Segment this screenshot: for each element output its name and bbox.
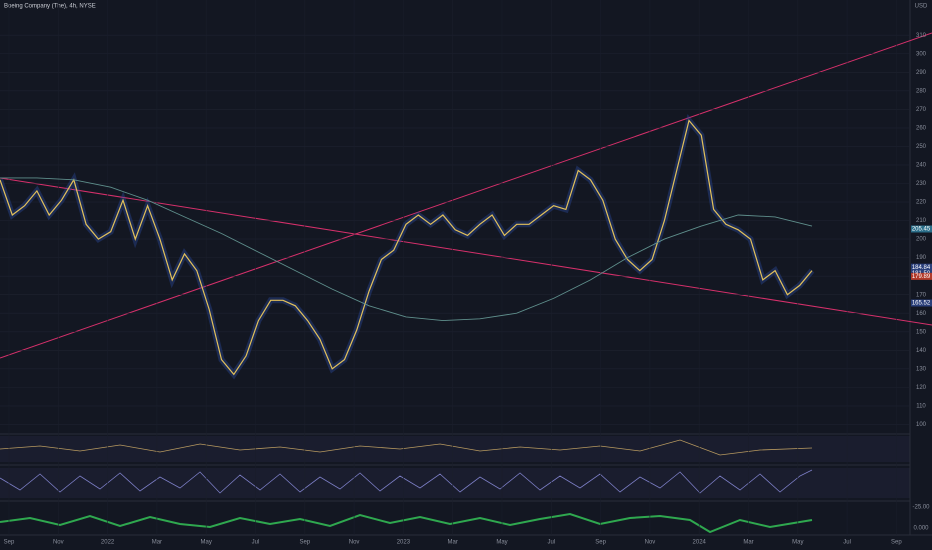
axis-unit: USD (915, 4, 928, 10)
y-tick-label: 140 (916, 348, 927, 354)
y-tick-label: 260 (916, 125, 927, 131)
series-line (0, 177, 813, 322)
trendline (0, 177, 932, 326)
y-tick-label: 160 (916, 311, 927, 317)
x-tick-label: Sep (299, 540, 310, 546)
y-tick-label: 100 (916, 422, 927, 428)
x-tick-label: Jul (547, 540, 555, 546)
series-line (0, 119, 813, 376)
y-tick-label: 110 (916, 403, 926, 409)
x-tick-label: Nov (349, 540, 360, 546)
x-tick-label: Jul (252, 540, 260, 546)
y-tick-label: 290 (916, 70, 927, 76)
x-tick-label: Sep (595, 540, 606, 546)
price-label: 165.52 (912, 301, 931, 307)
rsi-line (0, 439, 813, 456)
price-label: 179.89 (912, 274, 931, 280)
y-tick-label: 210 (916, 218, 927, 224)
trendline (0, 32, 932, 359)
x-tick-label: Sep (891, 540, 902, 546)
macd-histogram (0, 512, 813, 534)
y-tick-label: 250 (916, 144, 927, 150)
y-tick-label: 190 (916, 255, 927, 261)
x-tick-label: Jul (843, 540, 851, 546)
price-label: 205.45 (912, 227, 931, 233)
x-tick-label: 2023 (397, 540, 411, 546)
indicator-label: -25.00 (912, 505, 930, 511)
y-tick-label: 150 (916, 329, 927, 335)
y-tick-label: 240 (916, 163, 927, 169)
x-tick-label: Sep (4, 540, 15, 546)
x-tick-label: Mar (152, 540, 162, 546)
x-tick-label: 2022 (101, 540, 115, 546)
y-tick-label: 230 (916, 181, 927, 187)
stoch-pane (0, 468, 910, 498)
y-tick-label: 130 (916, 366, 927, 372)
y-tick-label: 120 (916, 385, 927, 391)
x-tick-label: 2024 (693, 540, 707, 546)
price-label: 184.84 (912, 265, 931, 271)
y-tick-label: 300 (916, 51, 927, 57)
x-tick-label: Mar (743, 540, 753, 546)
price-label-box (911, 272, 932, 280)
x-tick-label: Nov (645, 540, 656, 546)
x-tick-label: May (201, 540, 212, 546)
price-label-box (911, 225, 932, 233)
y-tick-label: 310 (916, 33, 927, 39)
indicator-label: 0.000 (913, 526, 929, 532)
x-tick-label: May (496, 540, 507, 546)
chart-title: Boeing Company (The), 4h, NYSE (4, 4, 96, 10)
price-label-box (911, 263, 932, 271)
x-tick-label: Nov (53, 540, 64, 546)
x-tick-label: May (792, 540, 803, 546)
rsi-pane (0, 436, 910, 462)
x-tick-label: Mar (448, 540, 458, 546)
stoch-line (0, 469, 813, 494)
y-tick-label: 170 (916, 292, 927, 298)
price-label-box (911, 299, 932, 307)
y-tick-label: 280 (916, 88, 927, 94)
y-tick-label: 270 (916, 107, 927, 113)
y-tick-label: 200 (916, 237, 927, 243)
y-tick-label: 220 (916, 200, 927, 206)
